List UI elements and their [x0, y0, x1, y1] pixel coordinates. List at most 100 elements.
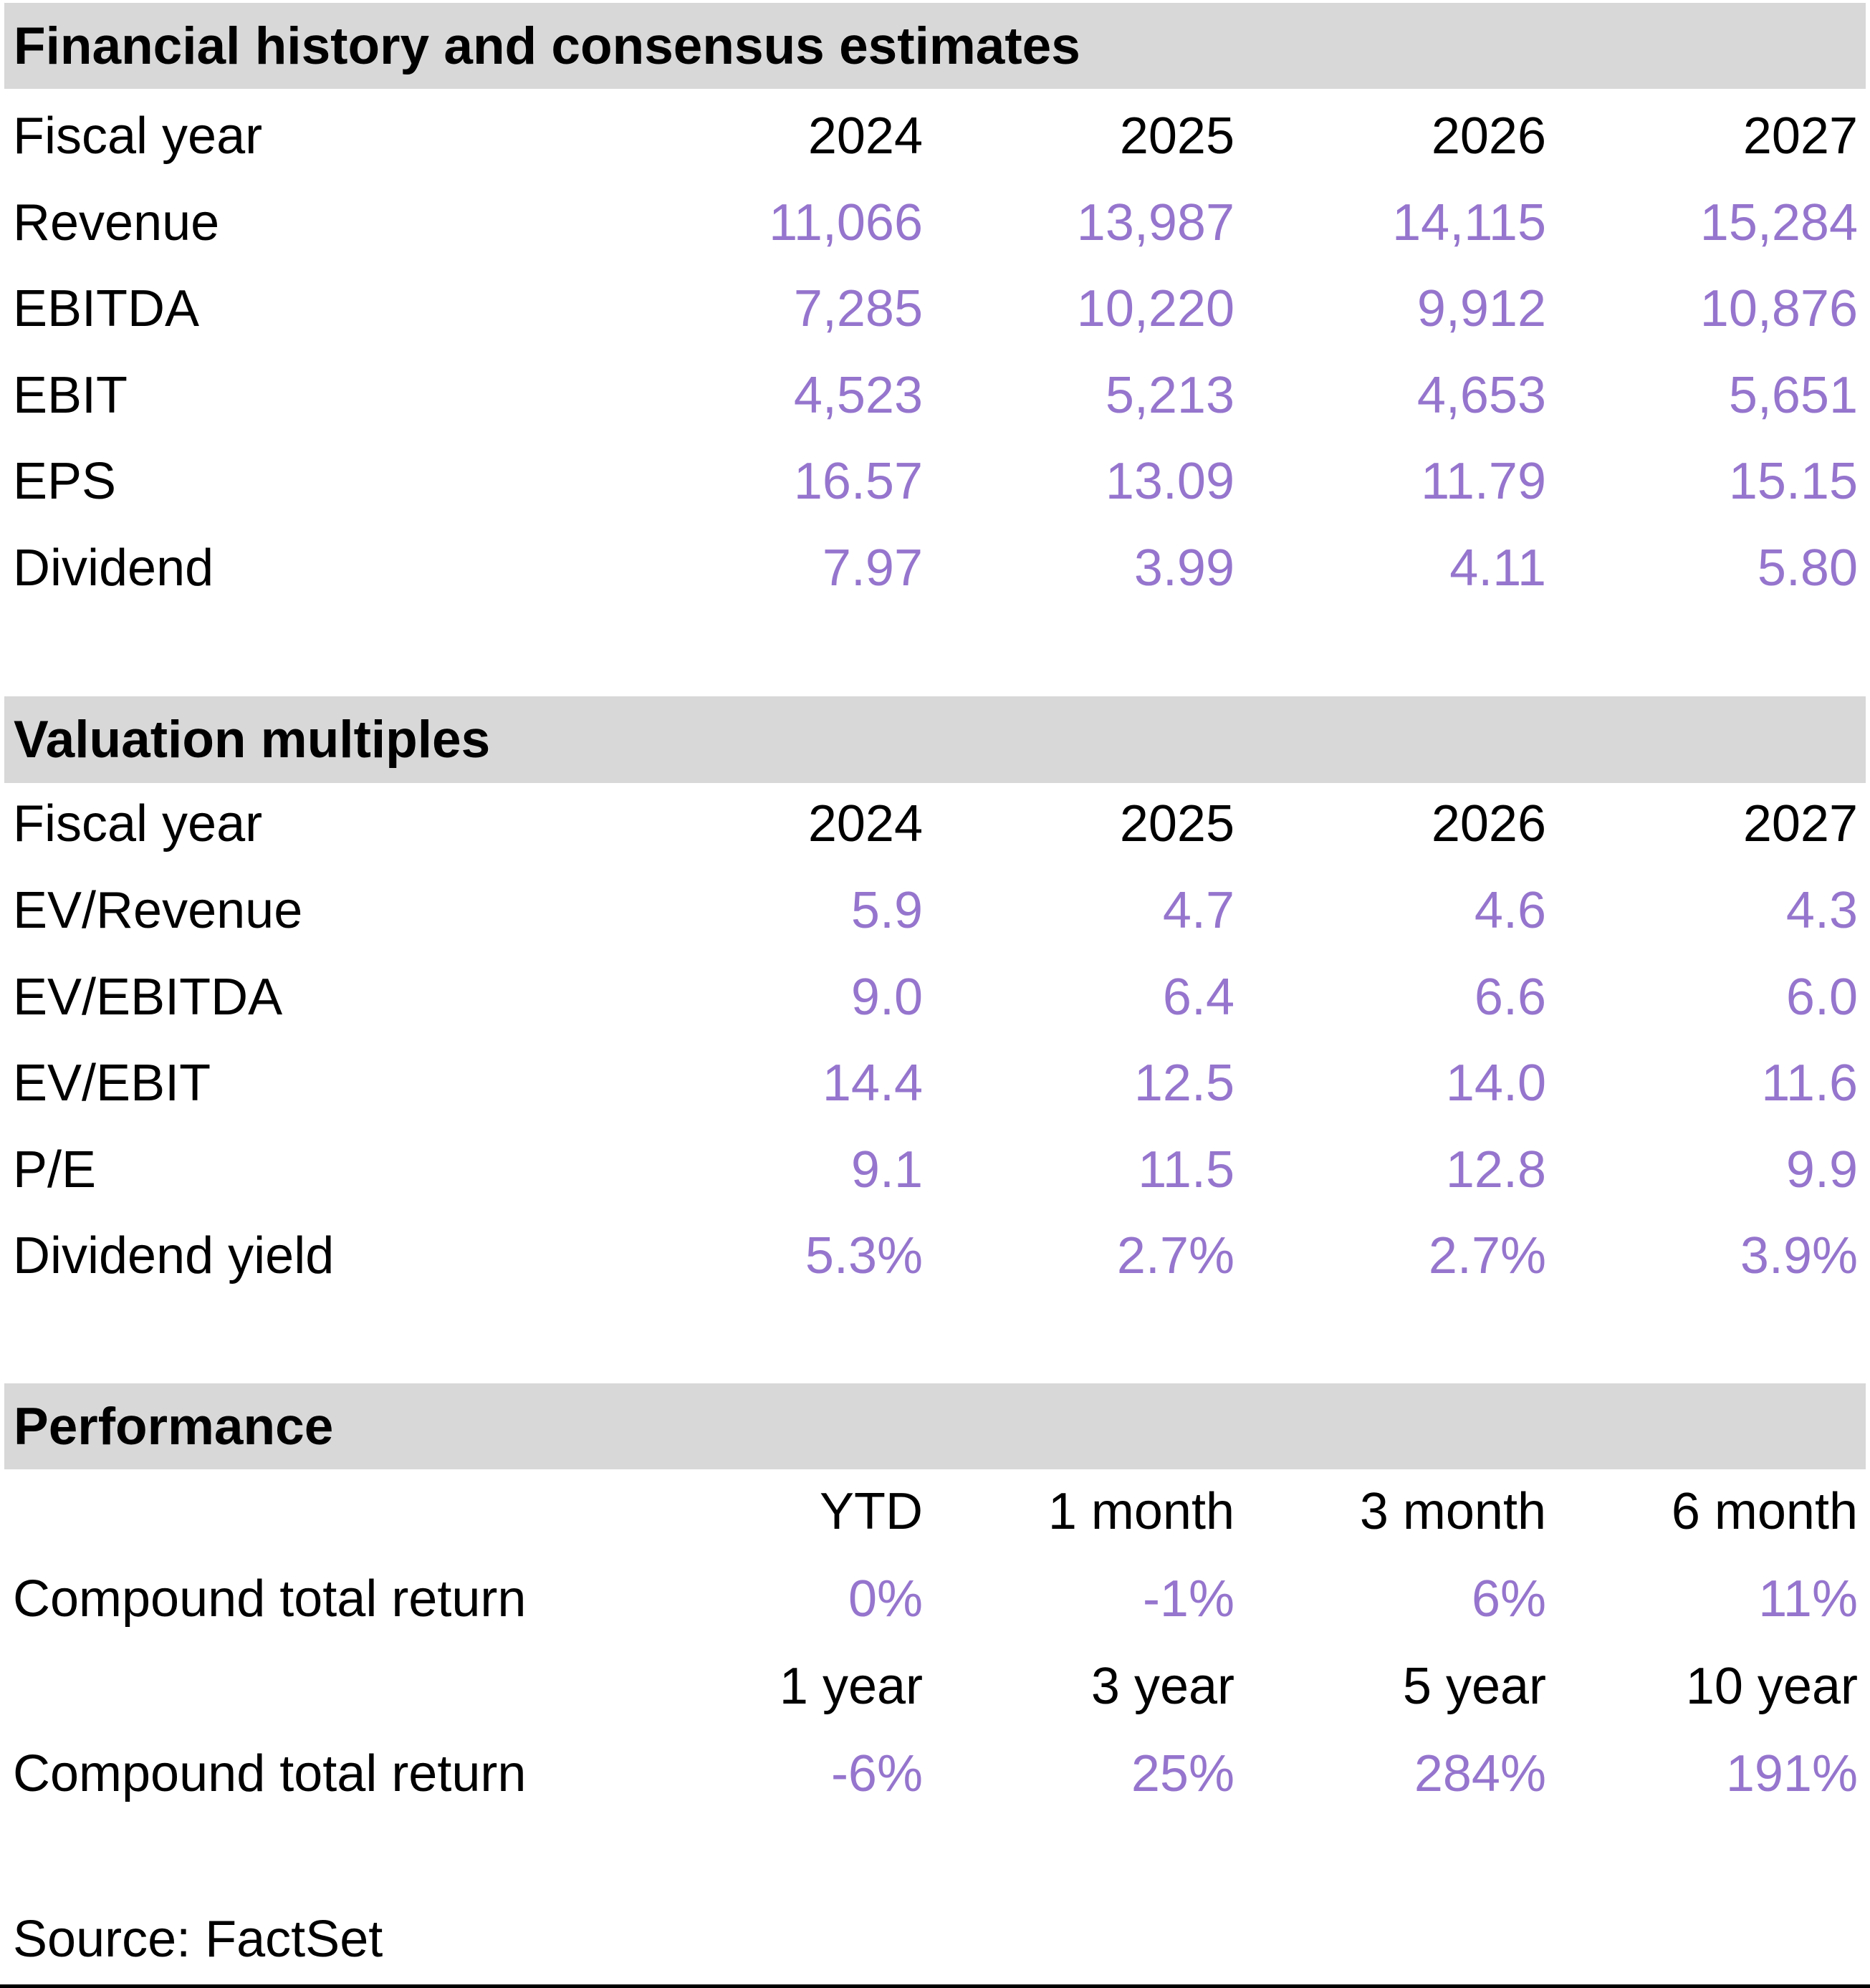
row-label: EV/EBITDA [13, 969, 283, 1026]
cell-value: 6% [1471, 1570, 1546, 1628]
cell-value: 3.99 [1133, 539, 1234, 597]
cell-value: 4.6 [1474, 882, 1546, 939]
cell-value: 4,523 [793, 367, 923, 424]
section-title: Valuation multiples [14, 711, 491, 769]
row-label: Dividend yield [13, 1227, 335, 1284]
row-label: EV/EBIT [13, 1055, 211, 1112]
cell-value: 11,066 [769, 194, 923, 251]
cell-value: 11.5 [1138, 1141, 1234, 1199]
cell-value: 5,651 [1728, 367, 1858, 424]
row-label: Compound total return [13, 1570, 527, 1628]
row-label: EPS [13, 453, 117, 510]
cell-value: 6.6 [1474, 969, 1546, 1026]
cell-value: 14.4 [822, 1055, 923, 1112]
cell-value: 9,912 [1416, 280, 1546, 337]
cell-value: 6.0 [1785, 969, 1858, 1026]
cell-value: 2.7% [1116, 1227, 1234, 1284]
table-row: EBITDA 7,285 10,220 9,912 10,876 [13, 266, 1858, 352]
column-header: 2025 [1119, 107, 1234, 165]
cell-value: 9.1 [850, 1141, 923, 1199]
row-label: P/E [13, 1141, 97, 1199]
table-header-row: YTD 1 month 3 month 6 month [13, 1469, 1858, 1555]
cell-value: 13,987 [1076, 194, 1234, 251]
cell-value: 7.97 [822, 539, 923, 597]
cell-value: 4,653 [1416, 367, 1546, 424]
table-row: Compound total return 0% -1% 6% 11% [13, 1556, 1858, 1642]
cell-value: 11% [1758, 1570, 1858, 1628]
source-attribution: Source: FactSet [13, 1911, 383, 1968]
table-row: Compound total return -6% 25% 284% 191% [13, 1731, 1858, 1817]
bottom-divider [0, 1984, 1870, 1988]
cell-value: 12.5 [1133, 1055, 1234, 1112]
cell-value: 4.3 [1785, 882, 1858, 939]
column-header: 1 month [1047, 1483, 1234, 1540]
column-header: YTD [820, 1483, 923, 1540]
cell-value: 0% [848, 1570, 923, 1628]
cell-value: 3.9% [1740, 1227, 1858, 1284]
cell-value: -1% [1142, 1570, 1234, 1628]
cell-value: 9.9 [1785, 1141, 1858, 1199]
table-row: EV/EBIT 14.4 12.5 14.0 11.6 [13, 1040, 1858, 1126]
table-row: Revenue 11,066 13,987 14,115 15,284 [13, 180, 1858, 266]
cell-value: 14,115 [1392, 194, 1546, 251]
row-label: Revenue [13, 194, 220, 251]
cell-value: 14.0 [1445, 1055, 1546, 1112]
cell-value: 15.15 [1728, 453, 1858, 510]
cell-value: 10,220 [1076, 280, 1234, 337]
cell-value: 13.09 [1105, 453, 1234, 510]
section-header-financial-history: Financial history and consensus estimate… [4, 3, 1866, 89]
column-header: 3 month [1359, 1483, 1546, 1540]
cell-value: 284% [1414, 1745, 1546, 1802]
column-header: 1 year [779, 1658, 923, 1715]
cell-value: 2.7% [1428, 1227, 1546, 1284]
column-header: 2026 [1431, 795, 1546, 853]
cell-value: 15,284 [1699, 194, 1858, 251]
cell-value: 5.9 [850, 882, 923, 939]
table-row: Dividend 7.97 3.99 4.11 5.80 [13, 525, 1858, 611]
column-header: 6 month [1671, 1483, 1858, 1540]
table-row: EV/EBITDA 9.0 6.4 6.6 6.0 [13, 954, 1858, 1040]
column-header: 2027 [1742, 795, 1858, 853]
column-header: 2027 [1742, 107, 1858, 165]
cell-value: 5.80 [1757, 539, 1858, 597]
table-row: EV/Revenue 5.9 4.7 4.6 4.3 [13, 868, 1858, 954]
cell-value: 9.0 [850, 969, 923, 1026]
table-header-row: Fiscal year 2024 2025 2026 2027 [13, 93, 1858, 179]
row-label: EBITDA [13, 280, 200, 337]
row-label: Fiscal year [13, 107, 263, 165]
row-label: Fiscal year [13, 795, 263, 853]
table-header-row: Fiscal year 2024 2025 2026 2027 [13, 781, 1858, 867]
cell-value: 5,213 [1105, 367, 1234, 424]
table-row: EBIT 4,523 5,213 4,653 5,651 [13, 352, 1858, 438]
cell-value: 16.57 [793, 453, 923, 510]
cell-value: 11.79 [1421, 453, 1546, 510]
cell-value: 7,285 [793, 280, 923, 337]
column-header: 2026 [1431, 107, 1546, 165]
cell-value: -6% [830, 1745, 923, 1802]
row-label: EV/Revenue [13, 882, 303, 939]
table-row: Dividend yield 5.3% 2.7% 2.7% 3.9% [13, 1213, 1858, 1299]
table-row: EPS 16.57 13.09 11.79 15.15 [13, 438, 1858, 524]
column-header: 2024 [807, 107, 923, 165]
row-label: Dividend [13, 539, 214, 597]
row-label: EBIT [13, 367, 128, 424]
section-header-valuation-multiples: Valuation multiples [4, 696, 1866, 783]
cell-value: 4.11 [1449, 539, 1546, 597]
cell-value: 10,876 [1699, 280, 1858, 337]
column-header: 3 year [1090, 1658, 1234, 1715]
cell-value: 12.8 [1445, 1141, 1546, 1199]
cell-value: 25% [1131, 1745, 1234, 1802]
cell-value: 5.3% [805, 1227, 923, 1284]
table-header-row: 1 year 3 year 5 year 10 year [13, 1643, 1858, 1729]
cell-value: 11.6 [1761, 1055, 1858, 1112]
section-title: Performance [14, 1397, 334, 1456]
column-header: 5 year [1402, 1658, 1546, 1715]
section-header-performance: Performance [4, 1383, 1866, 1469]
table-row: P/E 9.1 11.5 12.8 9.9 [13, 1127, 1858, 1213]
cell-value: 191% [1725, 1745, 1858, 1802]
column-header: 2024 [807, 795, 923, 853]
section-title: Financial history and consensus estimate… [14, 16, 1080, 75]
row-label: Compound total return [13, 1745, 527, 1802]
cell-value: 6.4 [1162, 969, 1234, 1026]
column-header: 10 year [1685, 1658, 1858, 1715]
